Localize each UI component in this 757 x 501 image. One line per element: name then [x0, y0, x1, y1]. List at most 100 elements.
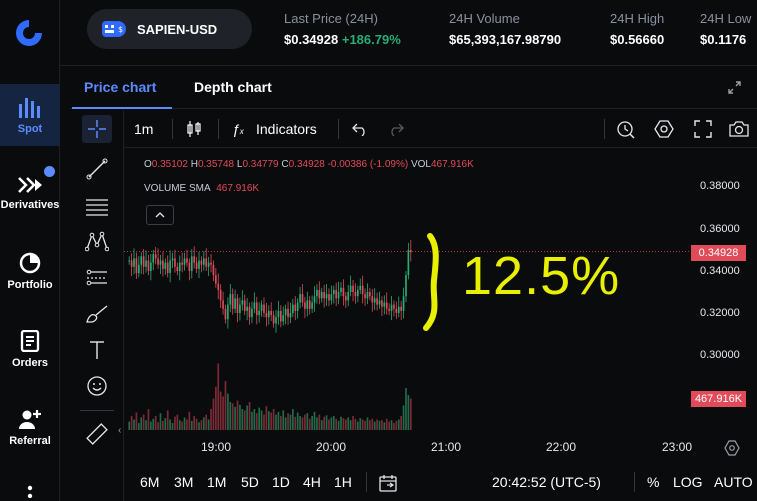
stat-high: 24H High $0.56660: [610, 11, 664, 47]
candle-body: [254, 303, 256, 309]
market-header: $ SAPIEN-USD Last Price (24H) $0.34928 +…: [60, 0, 757, 66]
scale-settings-icon[interactable]: [724, 440, 740, 456]
brush-icon: [85, 303, 109, 325]
pattern-tool[interactable]: [82, 228, 112, 256]
candle-body: [403, 296, 405, 311]
nav-orders[interactable]: Orders: [0, 330, 60, 369]
nav-derivatives[interactable]: Derivatives: [0, 176, 60, 211]
range-4h[interactable]: 4H: [303, 474, 321, 490]
settings-icon[interactable]: [654, 119, 674, 139]
collapse-drawbar-icon[interactable]: ‹: [118, 425, 121, 436]
range-6m[interactable]: 6M: [140, 474, 159, 490]
alert-clock-icon[interactable]: [616, 119, 636, 139]
volume-bar: [246, 406, 248, 431]
volume-bar: [383, 422, 385, 430]
percent-scale-toggle[interactable]: %: [647, 474, 659, 490]
trendline-tool[interactable]: [82, 155, 112, 183]
smiley-icon: [86, 375, 108, 397]
nav-orders-label: Orders: [12, 357, 48, 369]
nav-portfolio[interactable]: Portfolio: [0, 252, 60, 291]
stat-label: 24H High: [610, 11, 664, 26]
volume-bar: [285, 417, 287, 430]
collapse-legend-button[interactable]: [146, 205, 174, 225]
timezone-clock[interactable]: 20:42:52 (UTC-5): [492, 474, 601, 490]
range-1h[interactable]: 1H: [334, 474, 352, 490]
range-5d[interactable]: 5D: [241, 474, 259, 490]
expand-icon[interactable]: [728, 81, 741, 94]
candle-body: [311, 303, 313, 309]
text-tool[interactable]: [82, 336, 112, 364]
camera-icon[interactable]: [728, 120, 750, 138]
crosshair-tool[interactable]: [82, 115, 112, 143]
candle-body: [314, 296, 316, 302]
horizontal-lines-tool[interactable]: [82, 193, 112, 221]
candle-body: [376, 298, 378, 304]
y-tick: 0.34000: [700, 265, 740, 277]
volume-bar: [396, 421, 398, 430]
nav-spot[interactable]: Spot: [0, 84, 60, 146]
redo-icon[interactable]: [388, 122, 404, 136]
volume-bar: [299, 416, 301, 430]
undo-icon[interactable]: [352, 122, 368, 136]
candle-body: [160, 261, 162, 265]
coinbase-logo[interactable]: [12, 16, 46, 50]
tab-depth-chart[interactable]: Depth chart: [194, 79, 272, 95]
volume-bar: [210, 409, 212, 430]
calendar-icon[interactable]: [378, 473, 398, 493]
volume-bar: [403, 406, 405, 431]
candle-body: [179, 263, 181, 271]
y-tick: 0.36000: [700, 223, 740, 235]
volume-bar: [290, 415, 292, 430]
ruler-tool[interactable]: [82, 420, 112, 448]
range-1d[interactable]: 1D: [272, 474, 290, 490]
brush-tool[interactable]: [82, 300, 112, 328]
volume-bar: [225, 381, 227, 430]
candle-body: [186, 258, 188, 262]
price-chart[interactable]: O0.35102 H0.35748 L0.34779 C0.34928 -0.0…: [124, 148, 757, 466]
volume-bar: [374, 422, 376, 430]
volume-bar: [297, 413, 299, 431]
volume-bar: [131, 416, 133, 430]
pair-selector[interactable]: $ SAPIEN-USD: [87, 9, 252, 49]
candle-body: [193, 256, 195, 262]
candle-body: [138, 265, 140, 273]
candle-body: [263, 305, 265, 313]
auto-scale-toggle[interactable]: AUTO: [714, 474, 753, 490]
candle-body: [181, 263, 183, 265]
stat-label: 24H Volume: [449, 11, 561, 26]
candle-type-icon[interactable]: [186, 120, 202, 138]
volume-bar: [352, 416, 354, 430]
candle-body: [241, 300, 243, 304]
volume-bar: [318, 415, 320, 430]
candle-body: [326, 294, 328, 298]
indicators-button[interactable]: Indicators: [256, 121, 317, 137]
volume-bar: [152, 419, 154, 430]
range-1m[interactable]: 1M: [207, 474, 226, 490]
candle-body: [133, 258, 135, 266]
more-icon[interactable]: [24, 484, 36, 498]
volume-bar: [203, 417, 205, 430]
volume-bar: [140, 417, 142, 430]
candle-body: [225, 309, 227, 320]
fullscreen-icon[interactable]: [694, 120, 712, 138]
range-3m[interactable]: 3M: [174, 474, 193, 490]
interval-button[interactable]: 1m: [134, 121, 153, 137]
candle-body: [258, 311, 260, 315]
volume-bar: [355, 419, 357, 430]
document-icon: [20, 330, 40, 352]
projection-tool[interactable]: [82, 264, 112, 292]
nav-referral[interactable]: Referral: [0, 408, 60, 447]
candle-body: [398, 307, 400, 313]
candle-body: [323, 292, 325, 298]
last-price-tag: 0.34928: [691, 245, 746, 261]
log-scale-toggle[interactable]: LOG: [673, 474, 703, 490]
pair-name: SAPIEN-USD: [137, 22, 217, 37]
candle-body: [273, 315, 275, 323]
candle-body: [333, 290, 335, 294]
volume-bar: [176, 415, 178, 430]
volume-bar: [232, 403, 234, 430]
emoji-tool[interactable]: [82, 372, 112, 400]
ohlc-legend: O0.35102 H0.35748 L0.34779 C0.34928 -0.0…: [144, 159, 474, 170]
volume-bar: [275, 415, 277, 430]
tab-price-chart[interactable]: Price chart: [84, 79, 156, 95]
